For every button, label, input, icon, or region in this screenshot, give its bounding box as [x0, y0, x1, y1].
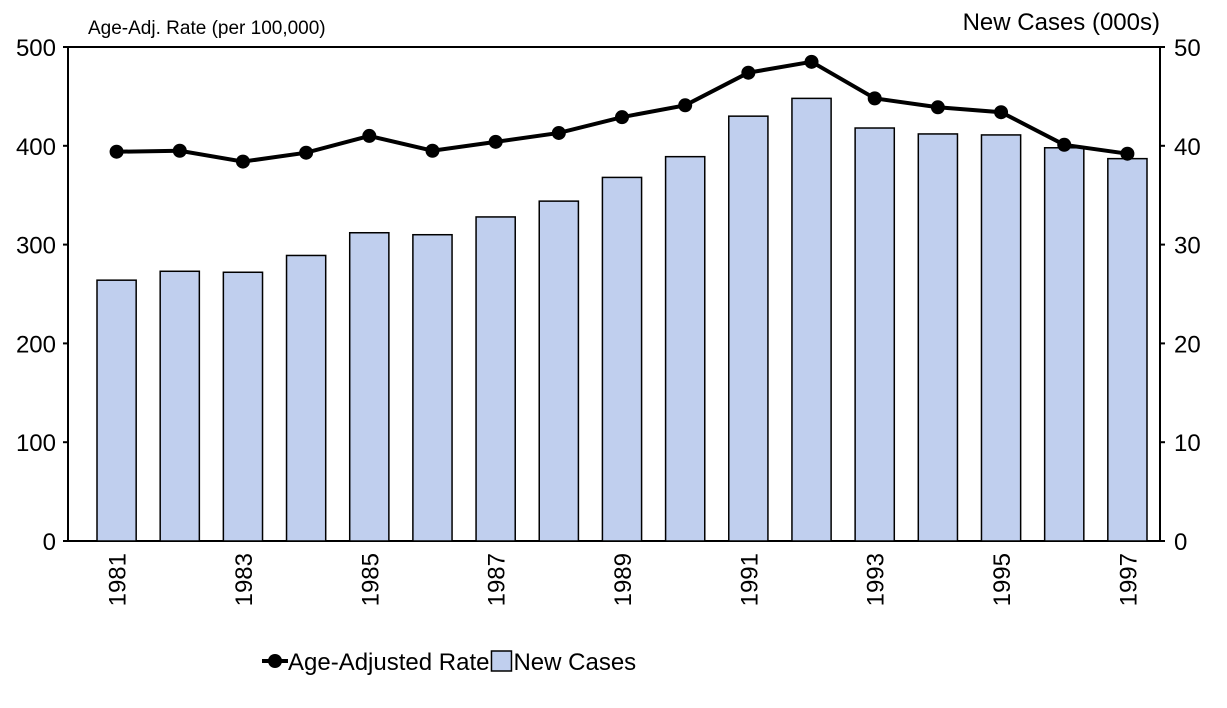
x-tick-label: 1989: [610, 553, 637, 606]
y-tick-label: 300: [16, 233, 56, 260]
y2-tick-label: 40: [1174, 134, 1201, 161]
bar: [412, 233, 453, 542]
x-tick-label: 1983: [231, 553, 258, 606]
y-tick-label: 400: [16, 134, 56, 161]
bar: [1107, 157, 1148, 542]
x-tick-label: 1981: [105, 553, 132, 606]
line-marker: [1057, 137, 1072, 152]
y2-tick-label: 30: [1174, 233, 1201, 260]
line-marker: [678, 98, 693, 113]
x-tick-label: 1993: [863, 553, 890, 606]
bar: [285, 254, 327, 542]
line-marker: [804, 54, 819, 69]
line-marker: [551, 125, 566, 140]
legend-item: Age-Adjusted Rate: [262, 649, 489, 676]
bar: [601, 176, 643, 542]
y2-tick-label: 20: [1174, 331, 1201, 358]
legend-item: New Cases: [490, 649, 636, 676]
line-marker: [615, 110, 629, 125]
x-tick-label: 1985: [357, 553, 384, 606]
bar: [538, 200, 580, 542]
line-marker: [741, 65, 756, 80]
y2-tick-label: 0: [1174, 529, 1187, 556]
legend-label: New Cases: [513, 649, 636, 676]
line-marker: [930, 100, 945, 115]
y2-tick-label: 50: [1174, 35, 1201, 62]
x-tick-label: 1995: [989, 553, 1016, 606]
y-tick-label: 100: [16, 430, 56, 457]
x-tick-label: 1991: [736, 553, 763, 606]
x-tick-label: 1997: [1115, 553, 1142, 606]
legend-label: Age-Adjusted Rate: [288, 649, 489, 676]
y-tick-label: 0: [43, 529, 56, 556]
bar: [222, 271, 264, 542]
line-marker: [488, 134, 503, 149]
bar: [854, 127, 896, 542]
y-tick-label: 200: [16, 331, 56, 358]
line-marker: [425, 143, 440, 158]
bar: [791, 97, 832, 542]
y2-tick-label: 10: [1174, 430, 1201, 457]
bar: [728, 115, 769, 542]
bar: [917, 133, 959, 542]
y-axis-title: Age-Adj. Rate (per 100,000): [88, 18, 326, 39]
line-marker: [1120, 146, 1135, 161]
line-marker: [172, 143, 187, 158]
legend-marker: [268, 654, 282, 668]
bar: [980, 134, 1022, 542]
bar: [96, 279, 137, 542]
line-marker: [235, 154, 250, 169]
bar: [475, 216, 516, 542]
y-tick-label: 500: [16, 35, 56, 62]
bar: [1043, 147, 1085, 542]
bar: [348, 231, 390, 542]
legend-swatch: [490, 650, 513, 672]
line-marker: [867, 91, 882, 106]
line-marker: [362, 128, 377, 143]
bar: [159, 270, 201, 542]
line-marker: [109, 144, 124, 159]
line-marker: [299, 145, 314, 160]
bar: [664, 155, 706, 542]
line-marker: [994, 105, 1009, 120]
y2-axis-title: New Cases (000s): [963, 9, 1160, 36]
x-tick-label: 1987: [484, 553, 511, 606]
